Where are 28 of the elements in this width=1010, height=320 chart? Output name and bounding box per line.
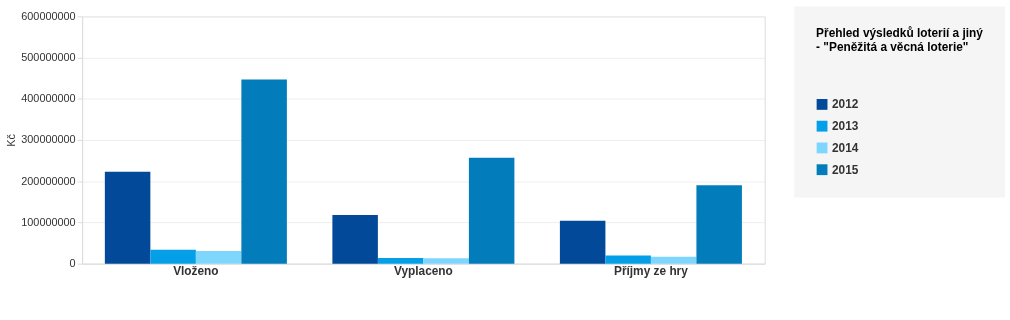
y-tick-label: 500000000 — [21, 51, 76, 64]
bar — [423, 258, 469, 264]
bar — [377, 257, 424, 264]
legend-label: 2012 — [831, 97, 859, 112]
legend-label: 2014 — [831, 140, 859, 155]
bar — [605, 255, 651, 264]
x-tick-label: Vloženo — [173, 264, 219, 279]
bar — [468, 157, 515, 264]
bar — [650, 256, 697, 264]
x-tick-label: Příjmy ze hry — [614, 264, 689, 279]
legend-label: 2013 — [831, 119, 859, 134]
bar — [241, 79, 287, 264]
y-tick-label: 200000000 — [21, 174, 76, 187]
x-tick-label: Vyplaceno — [393, 264, 453, 279]
bar — [104, 171, 151, 264]
bar — [195, 250, 242, 264]
bar — [332, 215, 378, 264]
y-tick-label: 0 — [69, 257, 76, 270]
y-tick-label: 600000000 — [21, 9, 76, 22]
y-tick-label: 400000000 — [21, 92, 76, 105]
y-tick-label: 300000000 — [21, 133, 76, 146]
bar — [696, 185, 742, 264]
bar — [559, 220, 606, 264]
text: Přehled výsledků loterií a jiný - "Peněžitá a věcná loterie" — [816, 26, 984, 54]
y-tick-label: 100000000 — [21, 215, 76, 228]
y-axis-title: Kč — [5, 133, 18, 147]
legend-label: 2015 — [831, 162, 859, 177]
bar — [150, 249, 196, 264]
